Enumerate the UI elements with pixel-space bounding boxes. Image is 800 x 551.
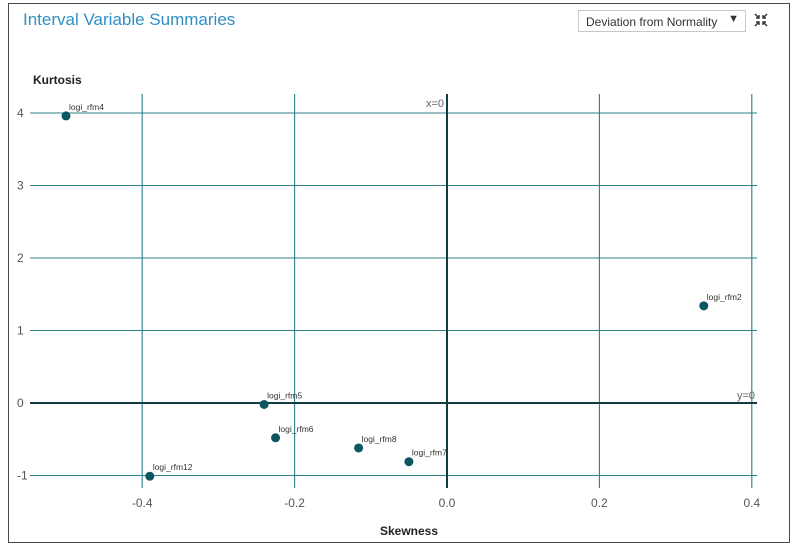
x-tick-label: 0.4 — [743, 496, 760, 510]
x-tick-label: -0.4 — [132, 496, 153, 510]
dropdown-arrow-icon: ▼ — [728, 13, 739, 25]
y-axis-title: Kurtosis — [33, 73, 82, 87]
data-point[interactable] — [354, 443, 364, 453]
y-tick-label: 0 — [17, 396, 24, 410]
x-reference-label: x=0 — [426, 98, 444, 110]
data-points: logi_rfm4 logi_rfm2 logi_rfm5 logi_rfm6logi… — [61, 102, 742, 481]
scatter-chart: Kurtosis Skewness x=0 y=0 -1 0 1 2 3 4 -0.4 -0.2… — [17, 73, 760, 538]
statistic-dropdown[interactable]: Deviation from Normality ▼ — [578, 10, 746, 32]
y-tick-label: -1 — [17, 469, 28, 483]
y-tick-label: 3 — [17, 179, 24, 193]
data-point-label: logi_rfm7 — [412, 448, 447, 458]
dropdown-selected-value: Deviation from Normality — [586, 15, 718, 29]
x-tick-label: 0.0 — [439, 496, 456, 510]
chart-panel: Interval Variable Summaries Deviation fr… — [8, 3, 790, 543]
data-point-label: logi_rfm2 — [707, 292, 742, 302]
data-point[interactable] — [61, 111, 71, 121]
x-axis-title: Skewness — [380, 524, 438, 538]
y-reference-label: y=0 — [737, 390, 755, 402]
data-point[interactable] — [271, 433, 281, 443]
y-tick-label: 1 — [17, 324, 24, 338]
data-point-label: logi_rfm12 — [153, 462, 193, 472]
grid-lines — [30, 94, 757, 488]
y-tick-label: 4 — [17, 106, 24, 120]
reference-lines: x=0 y=0 — [30, 94, 757, 488]
data-point-label: logi_rfm5 — [267, 390, 302, 400]
axis-ticks: -1 0 1 2 3 4 -0.4 -0.2 0.0 0.2 0.4 — [17, 106, 760, 510]
data-point[interactable] — [699, 301, 709, 311]
data-point[interactable] — [404, 457, 414, 467]
panel-title: Interval Variable Summaries — [23, 10, 236, 29]
x-tick-label: 0.2 — [591, 496, 608, 510]
collapse-arrows-icon[interactable] — [752, 11, 770, 29]
x-tick-label: -0.2 — [284, 496, 305, 510]
y-tick-label: 2 — [17, 251, 24, 265]
data-point-label: logi_rfm8 — [362, 434, 397, 444]
data-point[interactable] — [145, 471, 155, 481]
data-point-label: logi_rfm6 — [279, 424, 314, 434]
data-point[interactable] — [259, 399, 269, 409]
data-point-label: logi_rfm4 — [69, 102, 104, 112]
